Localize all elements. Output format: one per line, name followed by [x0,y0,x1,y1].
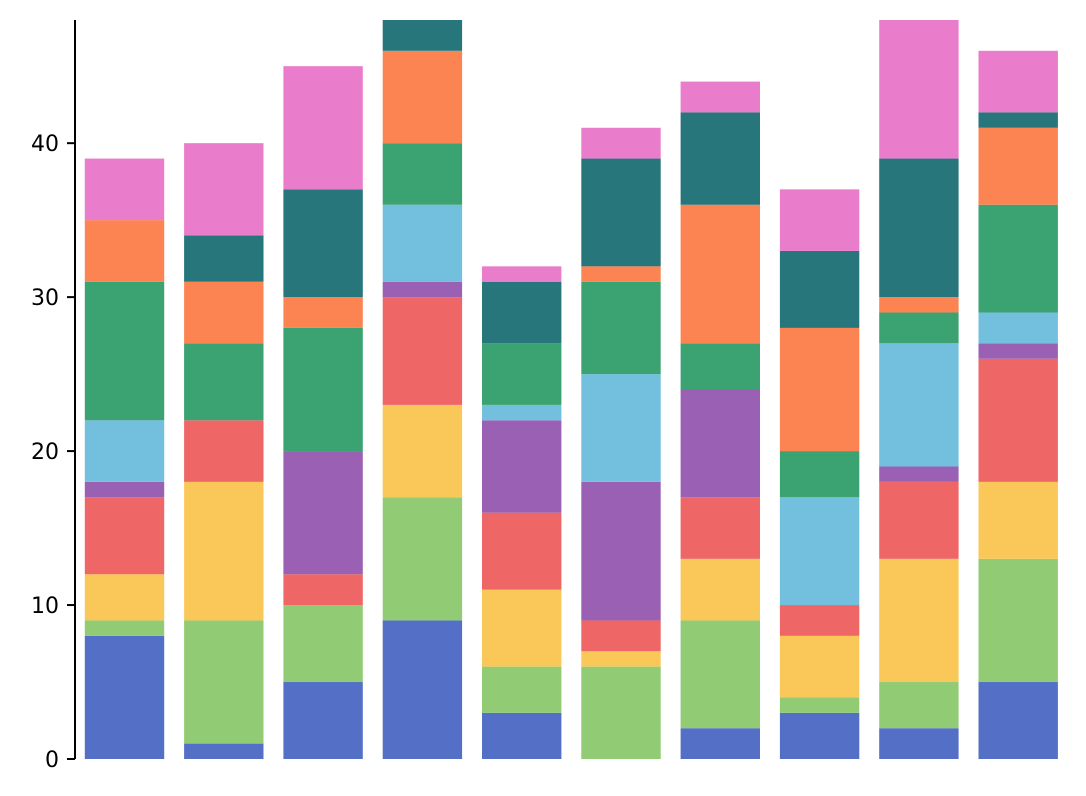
bar-segment-2-10 [184,143,264,236]
bar-segment-1-8 [84,220,165,282]
bar-segment-3-1 [283,682,363,759]
bar-segment-4-1 [382,620,463,759]
bar-segment-2-3 [184,481,264,621]
bar-segment-4-9 [382,20,463,51]
bar-segment-9-7 [879,312,959,344]
bar-segment-6-10 [581,127,661,159]
bar-segment-7-4 [680,497,760,559]
bar-segment-6-6 [581,374,661,482]
bar-segment-1-1 [84,635,165,759]
bar-segment-9-2 [879,682,959,729]
bar-segment-1-5 [84,481,165,498]
bar-segment-3-4 [283,574,363,606]
bar-segment-9-9 [879,158,959,298]
bar-segment-7-8 [680,204,760,344]
bar-segment-4-2 [382,497,463,621]
bar-segment-8-3 [779,635,860,698]
bar-segment-10-6 [978,312,1058,344]
y-tick-label: 0 [45,748,59,773]
bar-segment-5-10 [482,266,562,282]
bars-layer [84,20,1058,759]
bar-segment-6-3 [581,651,661,667]
bar-segment-9-3 [879,558,959,683]
bar-segment-2-1 [184,743,264,759]
bar-segment-5-3 [482,589,562,667]
bar-segment-10-8 [978,127,1058,205]
bar-segment-2-7 [184,343,264,421]
bar-segment-3-9 [283,189,363,298]
bar-segment-10-7 [978,204,1058,313]
bar-segment-4-6 [382,204,463,282]
bar-segment-9-8 [879,297,959,313]
bar-segment-10-4 [978,358,1058,482]
bar-segment-4-8 [382,50,463,144]
bar-segment-2-8 [184,281,264,344]
bar-segment-2-4 [184,420,264,482]
bar-segment-1-3 [84,574,165,621]
bar-segment-7-2 [680,620,760,729]
bar-segment-10-5 [978,343,1058,359]
bar-segment-4-5 [382,281,463,298]
bar-segment-3-5 [283,451,363,575]
bar-segment-4-7 [382,143,463,205]
bar-segment-6-5 [581,481,661,621]
bar-segment-3-7 [283,327,363,452]
bar-segment-6-4 [581,620,661,652]
bar-segment-1-6 [84,420,165,482]
bar-segment-6-8 [581,266,661,282]
bar-segment-8-1 [779,712,860,759]
bar-segment-10-10 [978,50,1058,113]
bar-segment-1-7 [84,281,165,421]
y-tick-label: 30 [31,286,59,311]
bar-segment-5-9 [482,281,562,344]
bar-segment-1-10 [84,158,165,221]
bar-segment-3-2 [283,605,363,683]
bar-segment-9-5 [879,466,959,482]
bar-segment-8-6 [779,497,860,606]
bar-segment-10-2 [978,558,1058,683]
bar-segment-2-2 [184,620,264,744]
bar-segment-7-1 [680,728,760,759]
y-tick-label: 10 [31,594,59,619]
bar-segment-8-2 [779,697,860,713]
bar-segment-9-1 [879,728,959,759]
bar-segment-3-10 [283,66,363,190]
bar-segment-9-6 [879,343,959,467]
bar-segment-7-5 [680,389,760,498]
bar-segment-7-3 [680,558,760,621]
bar-segment-4-3 [382,404,463,498]
bar-segment-9-10 [879,20,959,159]
bar-segment-10-3 [978,481,1058,559]
bar-segment-7-9 [680,112,760,205]
bar-segment-1-4 [84,497,165,575]
bar-segment-7-7 [680,343,760,390]
bar-segment-7-10 [680,81,760,113]
y-tick-label: 40 [31,132,59,157]
bar-segment-5-4 [482,512,562,590]
y-tick-label: 20 [31,440,59,465]
y-axis: 0 10 20 30 40 [31,20,76,773]
bar-segment-5-7 [482,343,562,405]
bar-segment-2-9 [184,235,264,282]
bar-segment-9-4 [879,481,959,559]
bar-segment-5-1 [482,712,562,759]
bar-segment-6-9 [581,158,661,267]
bar-segment-5-2 [482,666,562,713]
bar-segment-4-4 [382,297,463,405]
bar-segment-8-8 [779,327,860,452]
bar-segment-6-2 [581,666,661,759]
bar-segment-8-7 [779,451,860,498]
bar-segment-3-8 [283,297,363,328]
bar-segment-1-2 [84,620,165,636]
bar-segment-5-6 [482,404,562,421]
bar-segment-8-4 [779,605,860,636]
bar-segment-8-9 [779,250,860,328]
bar-segment-5-5 [482,420,562,513]
bar-segment-10-1 [978,682,1058,759]
bar-segment-8-10 [779,189,860,251]
bar-segment-10-9 [978,112,1058,128]
bar-segment-6-7 [581,281,661,375]
